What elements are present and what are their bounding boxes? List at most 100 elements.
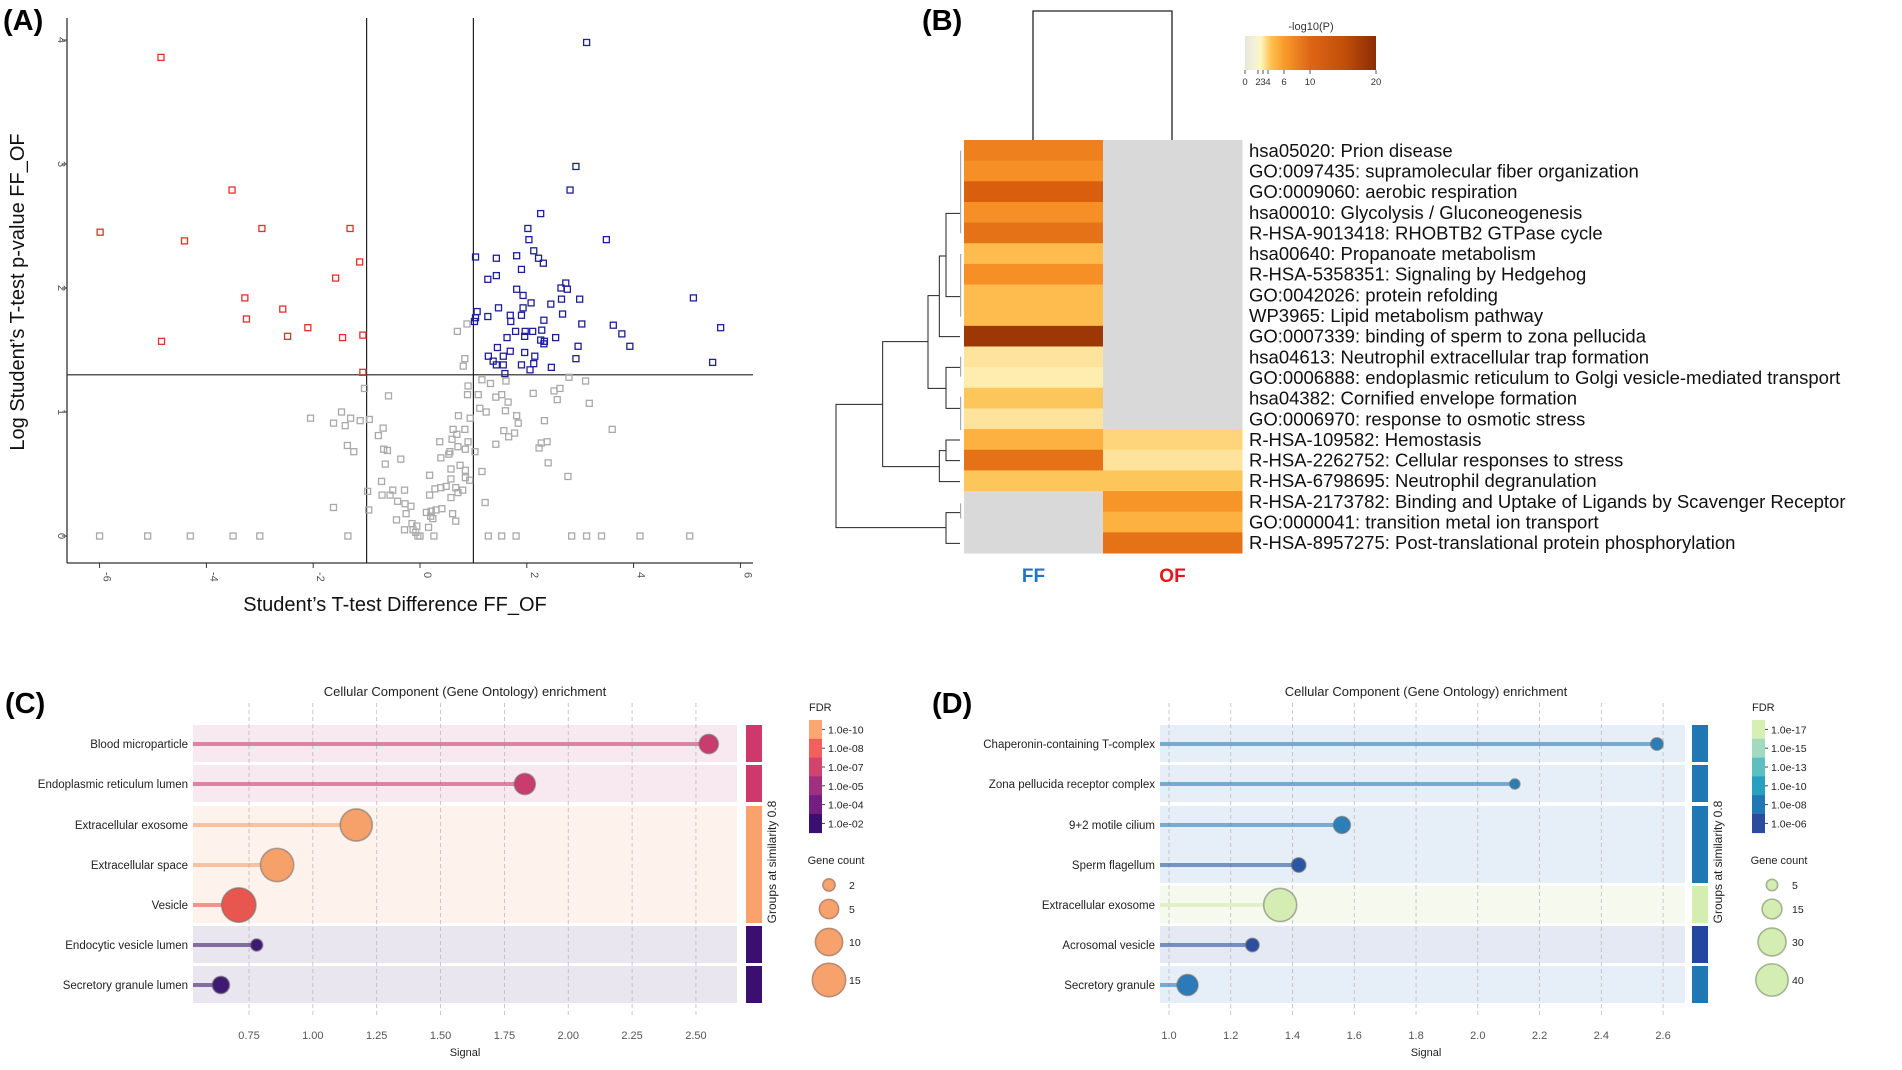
heatmap-row-label: WP3965: Lipid metabolism pathway [1249, 305, 1544, 326]
data-point-ns [535, 444, 543, 452]
lollipop-point [1649, 736, 1664, 752]
data-point-ns [365, 415, 373, 424]
data-point-ns [449, 425, 457, 434]
heatmap-row-label: GO:0009060: aerobic respiration [1249, 181, 1517, 202]
data-point-ns [344, 532, 352, 540]
heatmap-cell [964, 387, 1104, 409]
data-point-ns [447, 465, 455, 473]
y-tick-label: 0 [55, 533, 67, 539]
data-point-ns [636, 532, 644, 540]
data-point-up [708, 358, 717, 367]
size-legend-label: 10 [849, 937, 861, 949]
term-label: Chaperonin-containing T-complex [983, 739, 1155, 751]
data-point-ns [486, 379, 495, 388]
lollipop-point [249, 938, 264, 952]
fdr-colorbar-segment [809, 757, 822, 777]
group-band [193, 966, 737, 1003]
heatmap-cell [964, 532, 1104, 554]
heatmap-row-label: hsa05020: Prion disease [1249, 140, 1453, 161]
data-point-ns [364, 487, 372, 496]
x-tick-label: 6 [741, 572, 753, 578]
fdr-label: 1.0e-07 [828, 762, 864, 774]
term-label: Blood microparticle [90, 739, 188, 751]
size-legend-label: 5 [1792, 880, 1798, 892]
data-point-ns [329, 503, 338, 512]
data-point-down [356, 258, 364, 266]
x-tick-label: 1.00 [302, 1030, 323, 1042]
fdr-legend-title: FDR [1752, 702, 1775, 714]
x-tick-label: 1.2 [1223, 1030, 1238, 1042]
group-axis-label: Groups at similarity 0.8 [765, 800, 779, 923]
size-legend-circle [818, 898, 840, 920]
size-legend-label: 5 [849, 904, 855, 916]
heatmap-row-label: R-HSA-109582: Hemostasis [1249, 429, 1481, 450]
data-point-ns [341, 421, 349, 430]
data-point-up [473, 307, 481, 316]
y-tick-label: 2 [55, 285, 67, 291]
heatmap-cell [1103, 449, 1243, 471]
x-tick-label: 0.75 [238, 1030, 259, 1042]
data-point-up [493, 343, 502, 352]
data-point-up [519, 304, 527, 312]
data-point-ns [510, 429, 519, 437]
chart-title: Cellular Component (Gene Ontology) enric… [1285, 684, 1568, 699]
data-point-up [572, 355, 580, 363]
data-point-up [557, 295, 566, 303]
heatmap-row-label: GO:0007339: binding of sperm to zona pel… [1249, 326, 1647, 347]
x-tick-label: 1.8 [1408, 1030, 1423, 1042]
lollipop-point [259, 847, 295, 883]
size-legend-title: Gene count [808, 855, 865, 867]
data-point-ns [452, 483, 460, 492]
fdr-colorbar-segment [809, 814, 822, 834]
heatmap-cell [964, 408, 1104, 430]
data-point-ns [350, 448, 358, 456]
data-point-ns [306, 414, 315, 422]
data-point-up [511, 327, 520, 336]
data-point-up [540, 340, 548, 348]
heatmap-column-label: FF [1022, 566, 1045, 587]
x-tick-label: 1.50 [430, 1030, 451, 1042]
group-band [1160, 966, 1685, 1003]
fdr-colorbar-segment [1752, 776, 1765, 796]
term-label: Secretory granule [1064, 980, 1155, 992]
fdr-colorbar-segment [1752, 738, 1765, 758]
data-point-ns [556, 384, 564, 393]
data-point-ns [343, 441, 352, 450]
lollipop-point [1244, 937, 1260, 953]
data-point-ns [383, 446, 392, 455]
fdr-colorbar-segment [809, 720, 822, 740]
data-point-up [503, 333, 511, 342]
heatmap-cell [964, 243, 1104, 265]
panel-label-c: (C) [5, 688, 45, 720]
data-point-up [492, 271, 501, 280]
x-tick-label: 2.6 [1655, 1030, 1670, 1042]
fdr-label: 1.0e-10 [828, 724, 864, 736]
data-point-up [521, 327, 529, 336]
group-color-bar [1692, 886, 1708, 923]
data-point-up [538, 326, 546, 334]
data-point-ns [513, 412, 521, 420]
fdr-label: 1.0e-10 [1771, 781, 1807, 793]
colorbar-tick-label: 2 [1255, 77, 1260, 88]
term-label: Sperm flagellum [1072, 860, 1155, 872]
data-point-down [157, 337, 166, 345]
data-point-up [494, 304, 503, 312]
data-point-ns [377, 477, 386, 486]
data-point-ns [427, 507, 435, 515]
term-label: Zona pellucida receptor complex [989, 779, 1155, 791]
data-point-up [602, 235, 611, 244]
heatmap-row-label: hsa04382: Cornified envelope formation [1249, 388, 1577, 409]
term-label: Extracellular space [91, 860, 188, 872]
data-point-ns [456, 461, 464, 469]
data-point-down [346, 224, 354, 233]
data-point-up [529, 327, 537, 336]
heatmap-row-label: R-HSA-8957275: Post-translational protei… [1249, 532, 1735, 553]
data-point-ns [329, 419, 338, 427]
heatmap-cell [1103, 387, 1243, 409]
size-legend-label: 15 [849, 975, 861, 987]
lollipop-chart-d: Cellular Component (Gene Ontology) enric… [983, 684, 1807, 1059]
group-color-bar [1692, 725, 1708, 762]
heatmap-cell [1103, 284, 1243, 306]
data-point-up [689, 294, 698, 302]
